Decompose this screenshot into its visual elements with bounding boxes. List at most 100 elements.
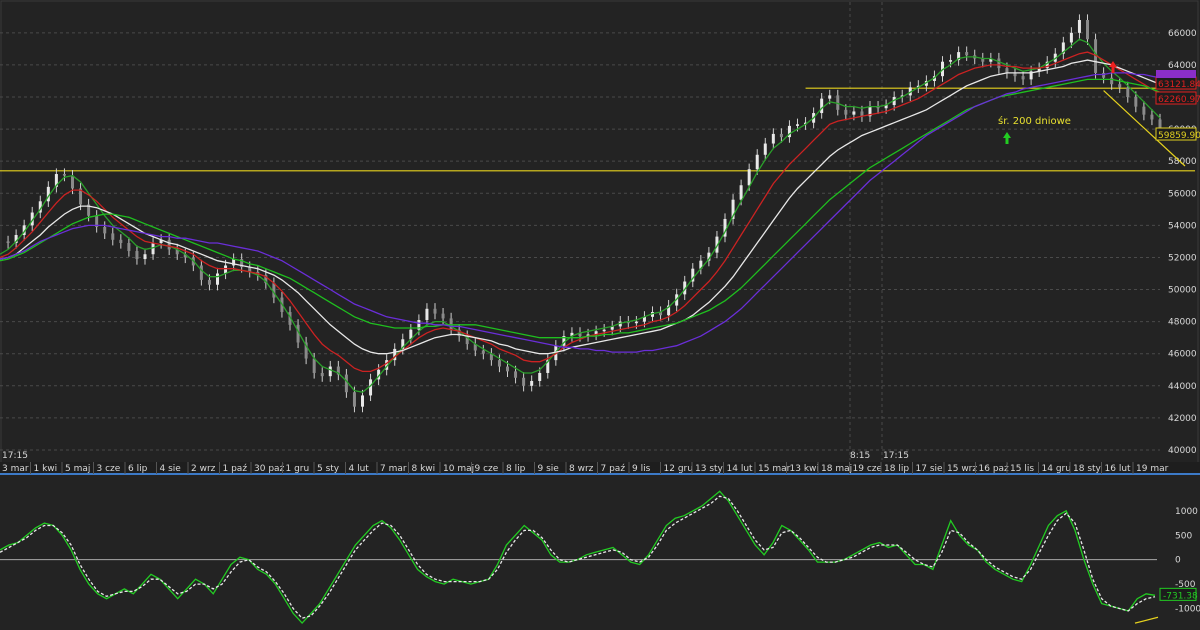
price-bar-body bbox=[594, 331, 598, 335]
price-bar-body bbox=[38, 201, 42, 213]
price-bar-body bbox=[562, 336, 566, 346]
price-bar-body bbox=[119, 239, 123, 244]
price-bar-body bbox=[1134, 97, 1138, 107]
price-bar-body bbox=[651, 312, 654, 317]
price-bar-body bbox=[95, 215, 99, 227]
price-bar-body bbox=[425, 308, 429, 321]
date-tick-label: 15 mar bbox=[758, 464, 791, 474]
date-tick-label: 17 sie bbox=[916, 464, 944, 474]
price-bar-body bbox=[683, 281, 687, 295]
price-bar-body bbox=[352, 392, 356, 407]
price-bar-body bbox=[852, 111, 856, 115]
price-tick-label: 52000 bbox=[1168, 253, 1197, 263]
price-bar-body bbox=[1069, 32, 1073, 43]
price-tag-label: 59859.90 bbox=[1158, 131, 1200, 141]
price-bar-body bbox=[530, 380, 534, 386]
price-bar-body bbox=[1102, 72, 1106, 78]
price-bar-body bbox=[522, 377, 526, 386]
price-bar-body bbox=[14, 234, 18, 244]
price-bar-body bbox=[860, 111, 864, 117]
price-bar-body bbox=[1029, 71, 1033, 80]
price-candles bbox=[6, 14, 1162, 413]
price-bar-body bbox=[868, 106, 872, 117]
price-tag-box bbox=[1155, 91, 1197, 105]
price-bar-body bbox=[336, 366, 340, 375]
price-bar-body bbox=[747, 169, 751, 186]
price-tick-label: 54000 bbox=[1168, 221, 1197, 231]
price-bar-body bbox=[731, 199, 735, 219]
price-bar-body bbox=[586, 334, 590, 337]
price-bar-body bbox=[224, 265, 228, 274]
oscillator-tick-label: 0 bbox=[1175, 556, 1181, 566]
price-bar-body bbox=[1126, 87, 1130, 98]
price-bar-body bbox=[1061, 42, 1065, 54]
price-bar-body bbox=[989, 58, 993, 62]
price-bar-body bbox=[1045, 61, 1049, 69]
price-bar-body bbox=[1037, 68, 1041, 72]
price-bar-body bbox=[135, 251, 139, 260]
price-bar-body bbox=[1013, 72, 1017, 77]
price-bar-body bbox=[159, 239, 163, 244]
price-bar-body bbox=[489, 353, 493, 361]
date-tick-label: 9 lis bbox=[632, 464, 651, 474]
price-bar-body bbox=[1077, 20, 1081, 33]
price-bar-body bbox=[715, 236, 719, 253]
date-tick-label: 3 mar bbox=[2, 464, 29, 474]
price-bar-body bbox=[546, 360, 550, 373]
time-label-mid-1: 8:15 bbox=[850, 451, 870, 461]
price-bar-body bbox=[6, 241, 10, 244]
price-bar-body bbox=[369, 379, 373, 396]
date-axis-band bbox=[0, 462, 1200, 474]
date-tick-label: 8 wrz bbox=[569, 464, 594, 474]
price-tag-label: 62260.97 bbox=[1158, 95, 1200, 105]
price-bar-body bbox=[1158, 119, 1162, 131]
date-tick-label: 7 mar bbox=[380, 464, 407, 474]
price-bar-body bbox=[497, 360, 501, 367]
price-bar-body bbox=[610, 326, 614, 330]
date-tick-label: 13 sty bbox=[695, 464, 724, 474]
price-bar-body bbox=[659, 312, 663, 316]
date-tick-label: 12 gru bbox=[664, 464, 693, 474]
price-bar-body bbox=[473, 344, 477, 351]
date-tick-label: 6 lip bbox=[128, 464, 148, 474]
price-bar-body bbox=[965, 52, 969, 56]
trend-line bbox=[1103, 90, 1186, 167]
price-tick-label: 58000 bbox=[1168, 157, 1197, 167]
date-tick-label: 1 paź bbox=[223, 464, 248, 474]
price-bar-body bbox=[46, 186, 50, 202]
price-bar-body bbox=[836, 95, 840, 110]
price-bar-body bbox=[820, 98, 824, 114]
price-bar-body bbox=[916, 85, 920, 88]
price-bar-body bbox=[707, 252, 711, 261]
price-tick-label: 46000 bbox=[1168, 350, 1197, 360]
date-tick-label: 16 paź bbox=[979, 464, 1010, 474]
price-bar-body bbox=[111, 233, 115, 240]
price-bar-body bbox=[71, 175, 74, 189]
price-bar-body bbox=[457, 329, 461, 337]
price-bar-body bbox=[763, 143, 767, 155]
price-bar-body bbox=[691, 268, 695, 282]
price-bar-body bbox=[538, 372, 542, 381]
date-tick-label: 13 kwi bbox=[790, 464, 819, 474]
date-tick-label: 16 lut bbox=[1105, 464, 1132, 474]
date-tick-label: 14 gru bbox=[1042, 464, 1071, 474]
price-tag-box bbox=[1155, 127, 1197, 141]
price-panel-border bbox=[0, 0, 1199, 474]
price-tick-label: 50000 bbox=[1168, 286, 1197, 296]
oscillator-axis: 1000 500 0 -500 -1000 bbox=[1175, 507, 1200, 615]
price-bar-body bbox=[87, 204, 91, 216]
date-tick-label: 19 mar bbox=[1136, 464, 1169, 474]
price-bar-body bbox=[642, 316, 646, 322]
price-bar-body bbox=[1086, 20, 1089, 40]
price-bar-body bbox=[216, 273, 219, 285]
moving-average-line bbox=[0, 72, 1161, 353]
price-bar-body bbox=[401, 339, 405, 349]
price-bar-body bbox=[1118, 84, 1122, 88]
price-bar-body bbox=[1150, 114, 1154, 120]
date-tick-label: 4 sie bbox=[160, 464, 182, 474]
price-bar-body bbox=[892, 97, 896, 106]
price-bar-body bbox=[1005, 68, 1009, 73]
price-bar-body bbox=[393, 348, 397, 361]
date-tick-label: 15 wrz bbox=[947, 464, 977, 474]
oscillator-line bbox=[0, 490, 1156, 625]
